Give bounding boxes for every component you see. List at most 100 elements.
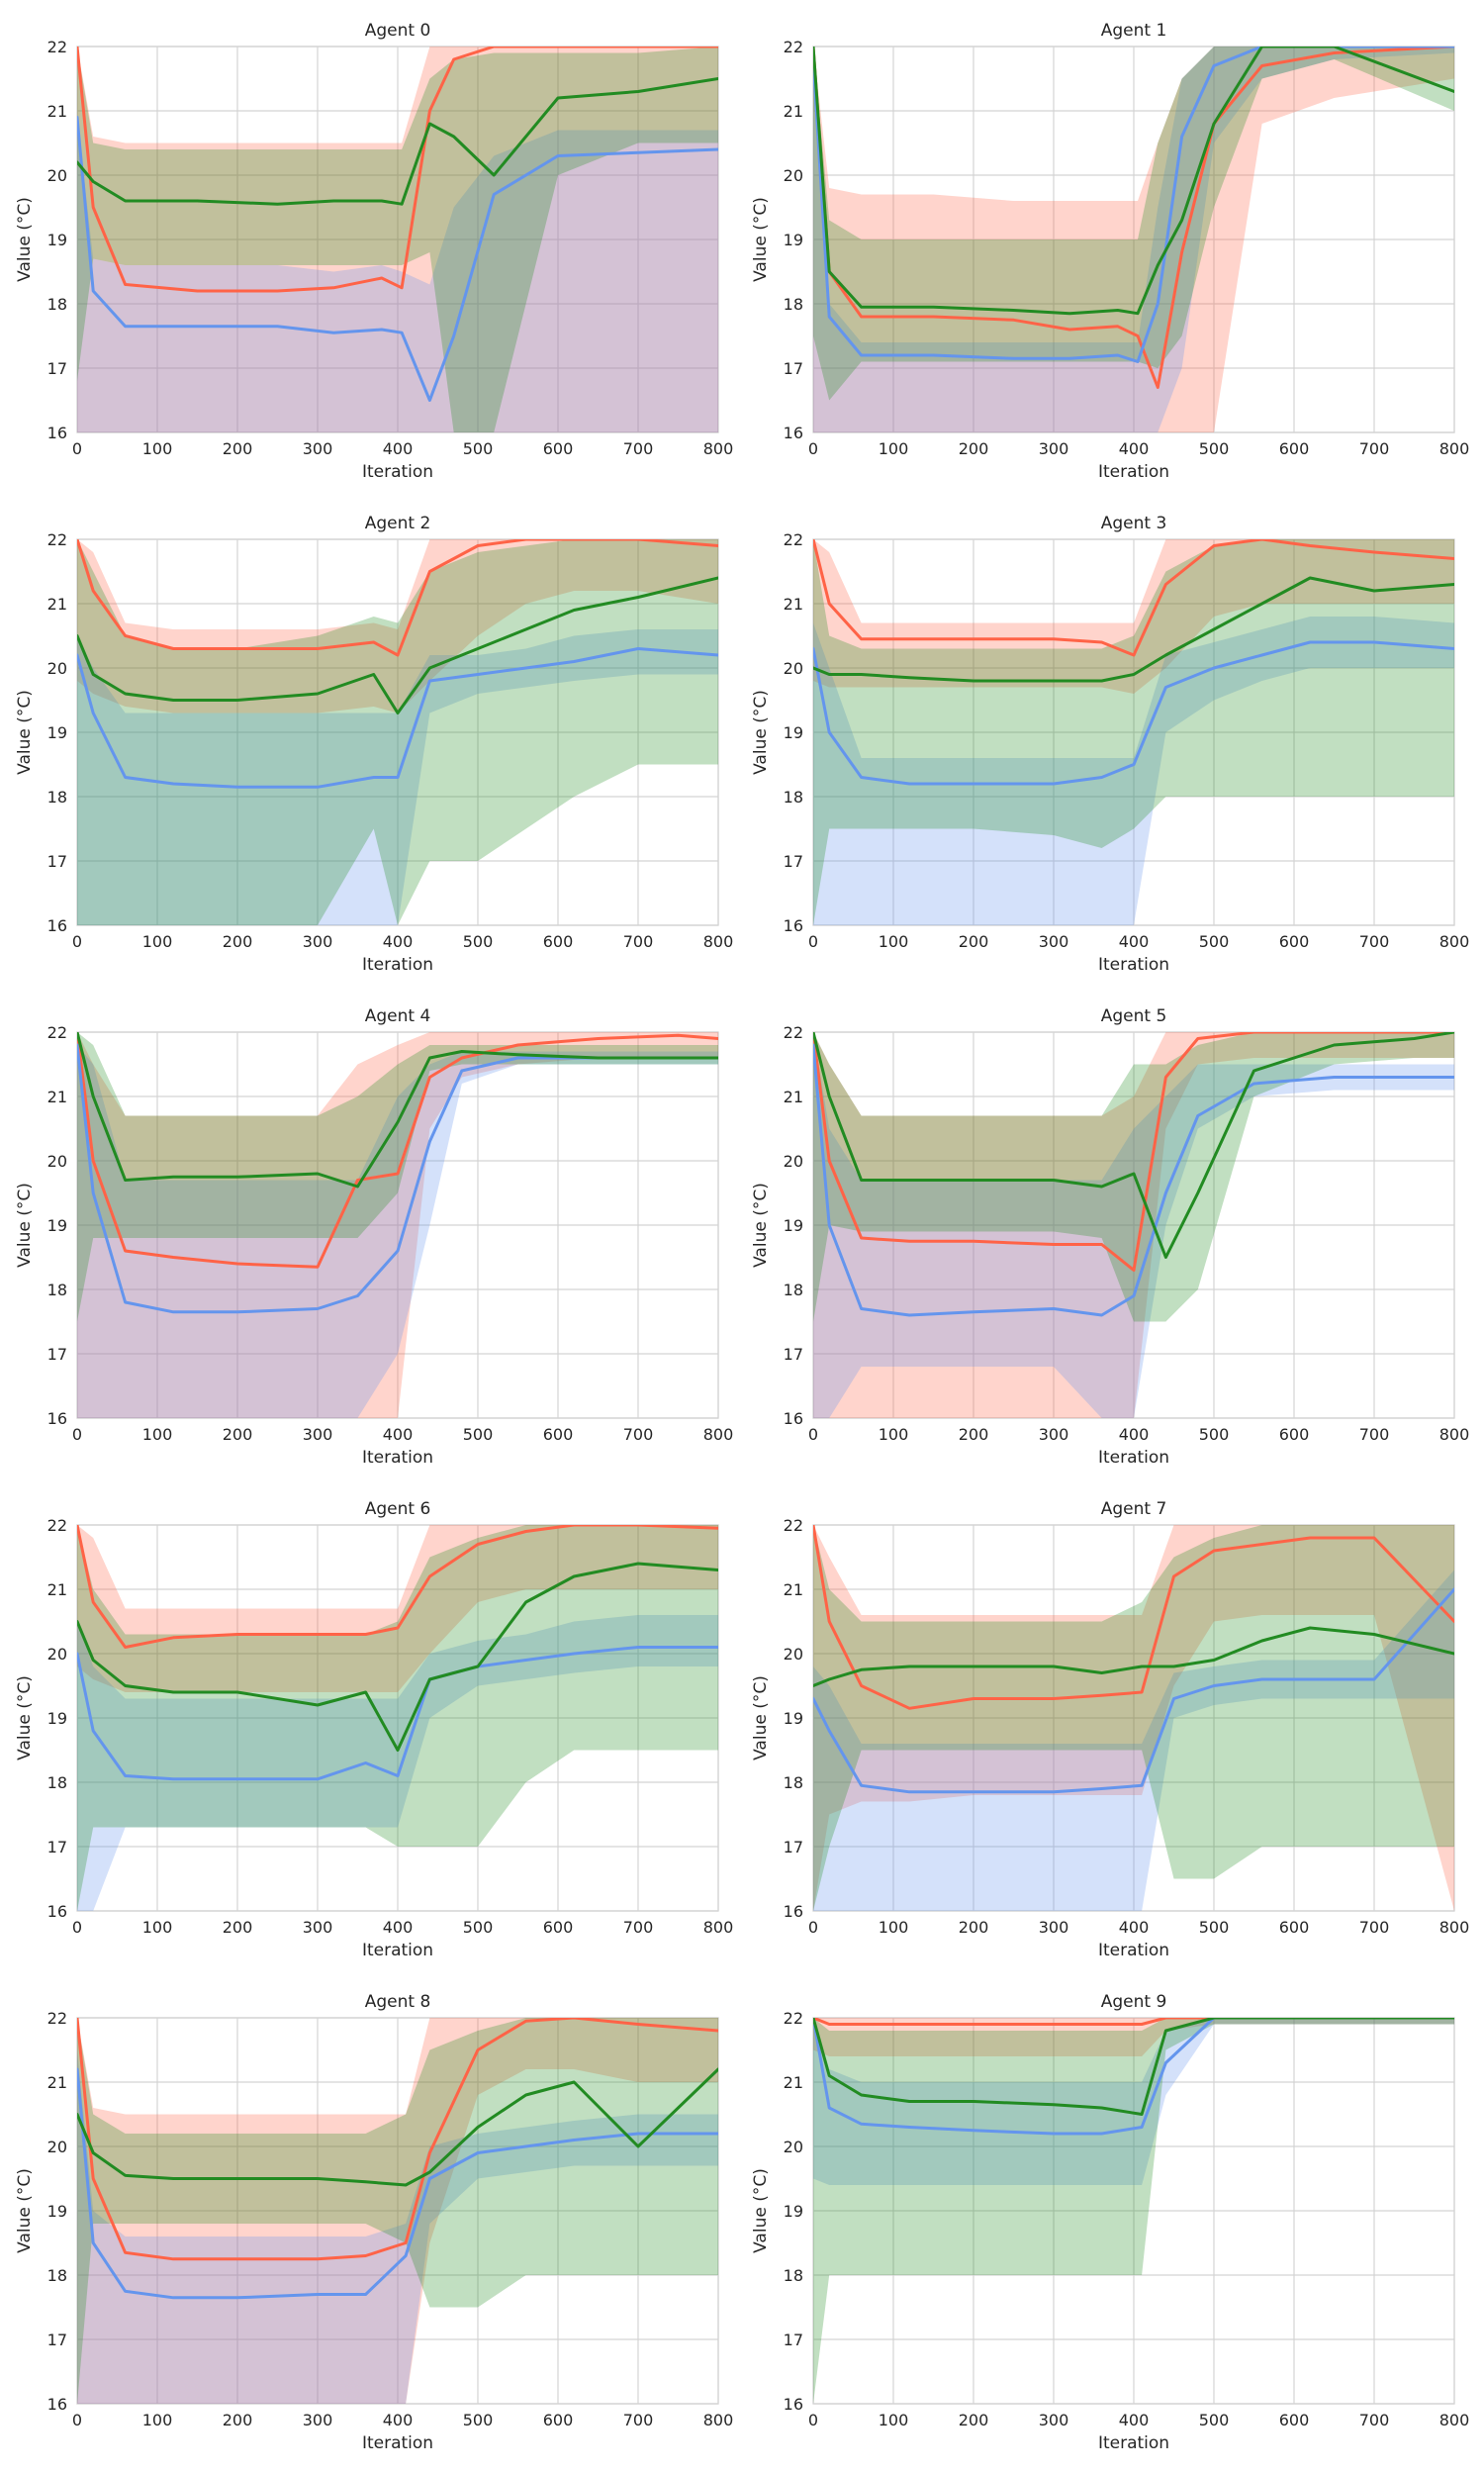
- x-tick-label: 300: [303, 439, 333, 458]
- y-tick-label: 17: [784, 1345, 803, 1364]
- x-tick-label: 100: [879, 1425, 909, 1444]
- y-tick-label: 21: [47, 1088, 67, 1106]
- series-line: [813, 1525, 1454, 1710]
- series-group: [813, 2018, 1454, 2404]
- x-tick-label: 600: [1279, 1425, 1310, 1444]
- agent-panel: 0 100 200 300 400 500 600 700 800 16 17 18 19 20 21 22 A…: [15, 1006, 733, 1468]
- y-tick-label: 16: [47, 1902, 67, 1921]
- y-tick-label: 16: [47, 424, 67, 442]
- x-tick-label: 0: [808, 1425, 818, 1444]
- x-tick-label: 700: [1359, 932, 1390, 951]
- panel-title: Agent 6: [365, 1499, 431, 1519]
- y-tick-label: 18: [784, 2266, 803, 2285]
- panel-title: Agent 0: [365, 21, 431, 41]
- x-tick-label: 0: [808, 932, 818, 951]
- series-band: [813, 47, 1454, 432]
- x-tick-label: 400: [383, 439, 414, 458]
- y-axis-label: Value (°C): [751, 690, 771, 775]
- y-tick-label: 16: [784, 916, 803, 935]
- x-tick-label: 500: [1199, 1918, 1230, 1937]
- series-line: [77, 116, 718, 402]
- series-group: [77, 47, 718, 432]
- y-tick-label: 20: [784, 2138, 803, 2156]
- panel-title: Agent 3: [1101, 514, 1167, 533]
- series-line: [813, 1626, 1454, 1687]
- agent-panel: 0 100 200 300 400 500 600 700 800 16 17 18 19 20 21 22 A…: [751, 1499, 1469, 1960]
- y-tick-label: 18: [784, 1773, 803, 1792]
- y-tick-label: 21: [784, 1088, 803, 1106]
- x-tick-label: 600: [1279, 1918, 1310, 1937]
- y-tick-label: 22: [784, 38, 803, 56]
- series-line: [77, 1562, 718, 1752]
- x-tick-label: 600: [1279, 2411, 1310, 2429]
- y-tick-label: 20: [47, 1645, 67, 1664]
- series-line: [813, 47, 1454, 389]
- x-tick-label: 200: [959, 932, 989, 951]
- y-tick-label: 21: [784, 2073, 803, 2092]
- y-tick-label: 18: [784, 295, 803, 314]
- y-tick-label: 20: [47, 166, 67, 185]
- x-tick-label: 0: [72, 1918, 82, 1937]
- series-group: [813, 1525, 1454, 1911]
- y-tick-label: 21: [47, 102, 67, 121]
- series-band: [77, 1045, 718, 1418]
- series-group: [77, 1525, 718, 1911]
- x-tick-label: 300: [1039, 932, 1069, 951]
- y-tick-label: 19: [47, 2202, 67, 2221]
- x-tick-label: 600: [1279, 439, 1310, 458]
- series-band: [77, 2018, 718, 2404]
- x-tick-label: 200: [223, 439, 253, 458]
- series-line: [77, 2067, 718, 2187]
- x-tick-label: 400: [1119, 1425, 1150, 1444]
- x-tick-label: 400: [1119, 439, 1150, 458]
- agent-panel: 0 100 200 300 400 500 600 700 800 16 17 18 19 20 21 22 A…: [15, 514, 733, 975]
- series-band: [77, 1525, 718, 1692]
- x-tick-label: 400: [383, 932, 414, 951]
- series-band: [813, 1525, 1454, 1911]
- x-tick-label: 800: [703, 932, 734, 951]
- y-tick-label: 20: [47, 659, 67, 678]
- x-tick-label: 600: [543, 439, 574, 458]
- x-tick-label: 200: [223, 1425, 253, 1444]
- x-tick-label: 300: [303, 2411, 333, 2429]
- series-group: [813, 1032, 1454, 1418]
- y-tick-label: 16: [47, 1409, 67, 1428]
- series-band: [77, 1615, 718, 1911]
- x-tick-label: 700: [623, 1918, 654, 1937]
- series-line: [77, 1032, 718, 1269]
- y-tick-label: 17: [784, 2331, 803, 2349]
- x-tick-label: 700: [1359, 439, 1390, 458]
- y-tick-label: 20: [47, 1152, 67, 1171]
- y-tick-label: 22: [784, 1023, 803, 1042]
- y-tick-label: 22: [47, 1516, 67, 1535]
- series-line: [813, 1587, 1454, 1794]
- series-line: [813, 2018, 1454, 2116]
- series-line: [77, 77, 718, 206]
- y-tick-label: 16: [47, 2395, 67, 2414]
- y-axis-label: Value (°C): [15, 2168, 35, 2253]
- x-axis-label: Iteration: [1098, 2433, 1169, 2453]
- panel-title: Agent 7: [1101, 1499, 1167, 1519]
- x-tick-label: 800: [1439, 932, 1470, 951]
- y-tick-label: 21: [47, 1580, 67, 1599]
- agent-panel: 0 100 200 300 400 500 600 700 800 16 17 18 19 20 21 22 A…: [751, 1992, 1469, 2453]
- agent-panel: 0 100 200 300 400 500 600 700 800 16 17 18 19 20 21 22 A…: [751, 514, 1469, 975]
- series-band: [77, 1032, 718, 1322]
- x-tick-label: 800: [1439, 2411, 1470, 2429]
- series-line: [813, 539, 1454, 657]
- y-tick-label: 20: [784, 659, 803, 678]
- y-tick-label: 18: [47, 2266, 67, 2285]
- series-band: [813, 1570, 1454, 1911]
- x-axis-label: Iteration: [362, 955, 433, 975]
- x-tick-label: 800: [1439, 1918, 1470, 1937]
- x-tick-label: 500: [1199, 932, 1230, 951]
- x-tick-label: 500: [1199, 1425, 1230, 1444]
- x-axis-label: Iteration: [1098, 462, 1169, 482]
- y-tick-label: 19: [784, 723, 803, 742]
- x-tick-label: 600: [543, 1425, 574, 1444]
- y-tick-label: 18: [47, 788, 67, 807]
- y-tick-label: 20: [784, 1645, 803, 1664]
- series-group: [77, 539, 718, 925]
- y-tick-label: 19: [47, 723, 67, 742]
- x-axis-label: Iteration: [1098, 1448, 1169, 1468]
